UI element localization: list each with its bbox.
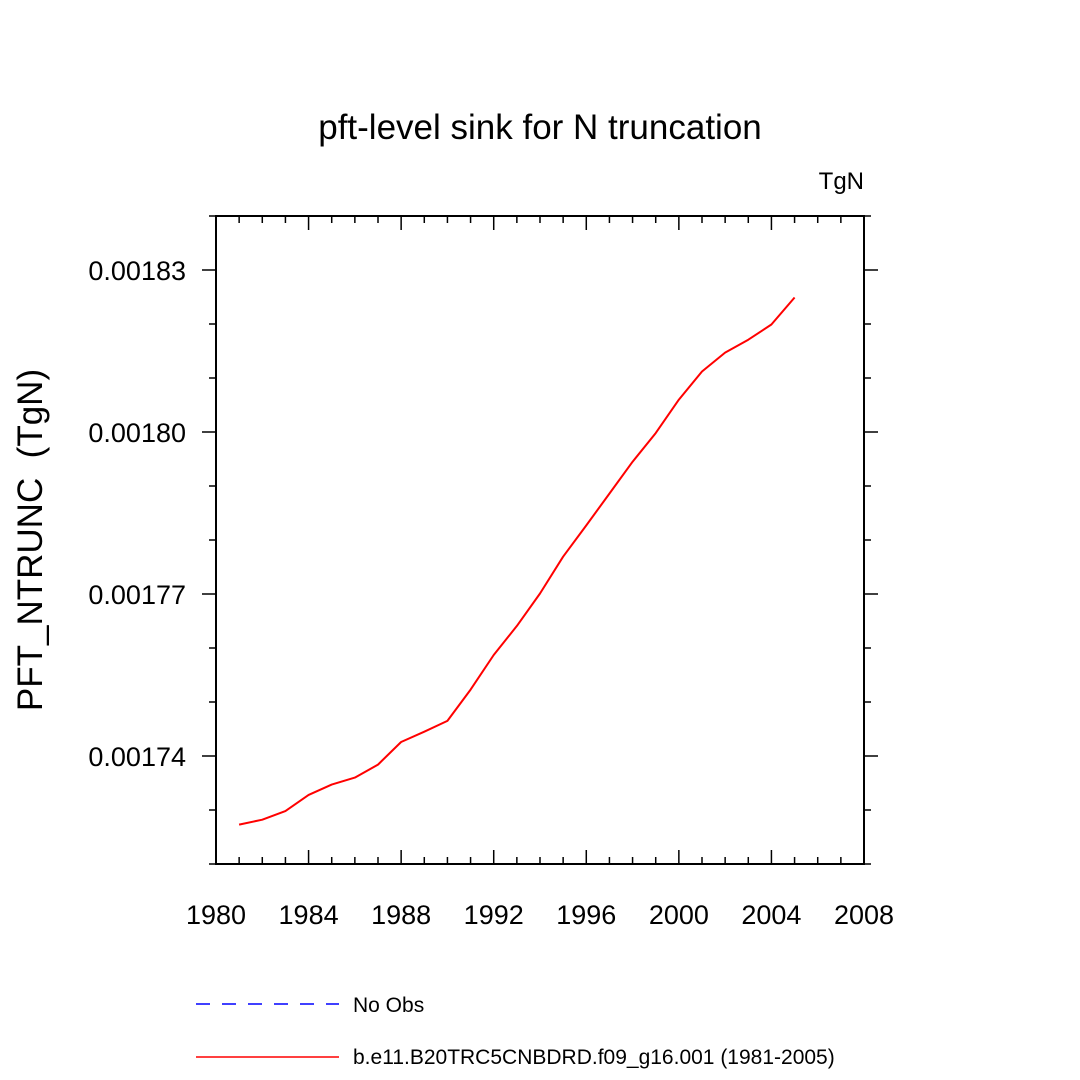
legend-label-no-obs: No Obs [353, 994, 424, 1017]
tick-labels: 1980 1984 1988 1992 1996 2000 2004 2008 0.00174 0… [88, 256, 894, 930]
plot-frame [215, 215, 865, 865]
x-tick-label: 1980 [186, 900, 246, 930]
y-tick-label: 0.00180 [88, 418, 186, 448]
y-tick-label: 0.00177 [88, 580, 186, 610]
legend-label-model-run: b.e11.B20TRC5CNBDRD.f09_g16.001 (1981-20… [353, 1046, 835, 1069]
x-tick-label: 1988 [371, 900, 431, 930]
x-tick-label: 2000 [649, 900, 709, 930]
x-tick-label: 2008 [834, 900, 894, 930]
units-label: TgN [819, 168, 864, 195]
x-tick-label: 1984 [279, 900, 339, 930]
axis-ticks [202, 215, 878, 865]
chart-title: pft-level sink for N truncation [318, 108, 762, 147]
x-tick-label: 1996 [556, 900, 616, 930]
series-line-1 [238, 296, 796, 826]
y-tick-label: 0.00174 [88, 742, 186, 772]
x-tick-label: 2004 [741, 900, 801, 930]
y-tick-label: 0.00183 [88, 256, 186, 286]
x-tick-label: 1992 [464, 900, 524, 930]
data-series [238, 296, 796, 826]
legend: No Obs b.e11.B20TRC5CNBDRD.f09_g16.001 (… [196, 994, 835, 1069]
y-axis-label: PFT_NTRUNC (TgN) [11, 369, 50, 711]
